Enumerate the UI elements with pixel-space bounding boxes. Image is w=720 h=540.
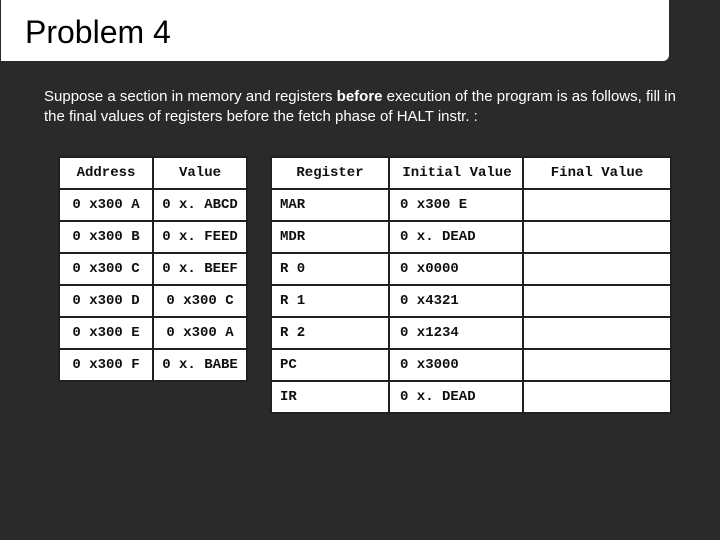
table-row: R 00 x0000 [271,253,671,285]
reg-final [523,285,671,317]
mem-val: 0 x300 A [153,317,247,349]
page-title: Problem 4 [1,0,669,61]
reg-col-final: Final Value [523,157,671,189]
reg-col-register: Register [271,157,389,189]
reg-initial: 0 x0000 [389,253,523,285]
reg-final [523,253,671,285]
reg-initial: 0 x. DEAD [389,381,523,413]
mem-val: 0 x. BEEF [153,253,247,285]
table-row: 0 x300 A0 x. ABCD [59,189,247,221]
table-row: 0 x300 F0 x. BABE [59,349,247,381]
mem-addr: 0 x300 D [59,285,153,317]
table-row: R 10 x4321 [271,285,671,317]
mem-val: 0 x. FEED [153,221,247,253]
table-header-row: Address Value [59,157,247,189]
reg-final [523,349,671,381]
table-row: 0 x300 B0 x. FEED [59,221,247,253]
reg-name: R 1 [271,285,389,317]
mem-col-value: Value [153,157,247,189]
reg-name: R 2 [271,317,389,349]
table-row: IR0 x. DEAD [271,381,671,413]
mem-val: 0 x300 C [153,285,247,317]
problem-statement: Suppose a section in memory and register… [0,61,720,136]
reg-final [523,381,671,413]
reg-initial: 0 x300 E [389,189,523,221]
mem-addr: 0 x300 E [59,317,153,349]
mem-addr: 0 x300 F [59,349,153,381]
reg-initial: 0 x1234 [389,317,523,349]
tables-container: Address Value 0 x300 A0 x. ABCD 0 x300 B… [0,136,720,414]
reg-final [523,221,671,253]
table-header-row: Register Initial Value Final Value [271,157,671,189]
table-row: MDR0 x. DEAD [271,221,671,253]
table-row: PC0 x3000 [271,349,671,381]
mem-col-address: Address [59,157,153,189]
mem-val: 0 x. ABCD [153,189,247,221]
reg-name: IR [271,381,389,413]
reg-initial: 0 x. DEAD [389,221,523,253]
table-row: 0 x300 C0 x. BEEF [59,253,247,285]
reg-col-initial: Initial Value [389,157,523,189]
table-row: MAR0 x300 E [271,189,671,221]
mem-addr: 0 x300 B [59,221,153,253]
table-row: 0 x300 E0 x300 A [59,317,247,349]
reg-final [523,189,671,221]
reg-name: MDR [271,221,389,253]
reg-name: MAR [271,189,389,221]
table-row: 0 x300 D0 x300 C [59,285,247,317]
mem-addr: 0 x300 A [59,189,153,221]
text-bold: before [337,88,387,105]
reg-final [523,317,671,349]
table-row: R 20 x1234 [271,317,671,349]
text-pre: Suppose a section in memory and register… [44,88,337,105]
reg-name: PC [271,349,389,381]
mem-val: 0 x. BABE [153,349,247,381]
reg-name: R 0 [271,253,389,285]
memory-table: Address Value 0 x300 A0 x. ABCD 0 x300 B… [58,156,248,382]
register-table: Register Initial Value Final Value MAR0 … [270,156,672,414]
mem-addr: 0 x300 C [59,253,153,285]
reg-initial: 0 x4321 [389,285,523,317]
reg-initial: 0 x3000 [389,349,523,381]
